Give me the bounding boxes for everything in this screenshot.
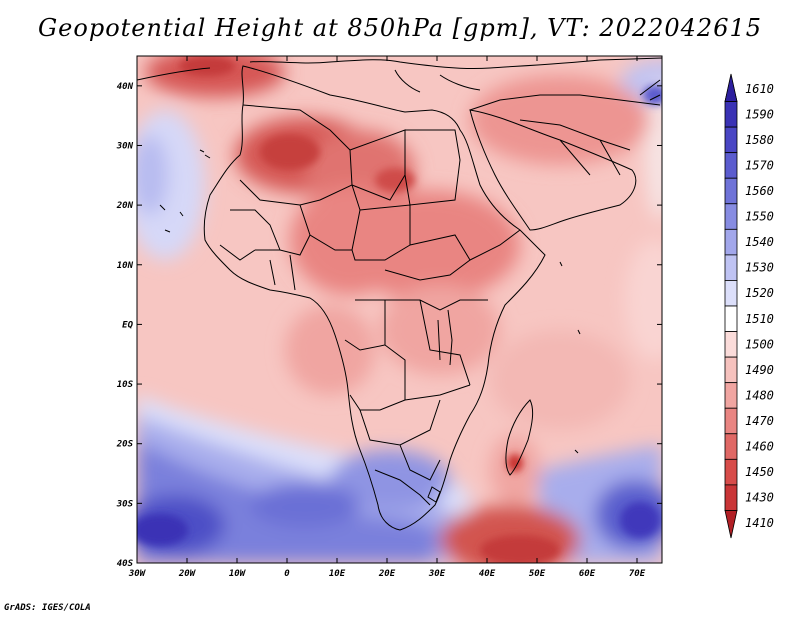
longitude-axis: 30W 20W 10W 0 10E 20E 30E 40E 50E 60E 70E <box>128 56 646 579</box>
colorbar-swatch <box>724 484 738 511</box>
credit-text: GrADS: IGES/COLA <box>4 603 91 613</box>
lon-tick-label: 50E <box>529 569 546 579</box>
colorbar-label: 1490 <box>745 363 774 377</box>
colorbar-label: 1570 <box>745 158 774 172</box>
colorbar: 1610 1590 1580 1570 1560 1550 1540 1530 1520 1510… <box>724 73 774 539</box>
colorbar-label: 1530 <box>745 261 774 275</box>
lon-tick-label: 60E <box>579 569 596 579</box>
colorbar-swatch <box>724 126 738 154</box>
lat-tick-label: 20S <box>116 440 134 450</box>
colorbar-swatch <box>724 407 738 435</box>
lon-tick-label: 70E <box>629 569 646 579</box>
colorbar-label: 1550 <box>745 210 774 224</box>
colorbar-swatch <box>724 203 738 230</box>
lon-tick-label: 30E <box>428 569 446 579</box>
lat-tick-label: 30N <box>116 141 134 151</box>
colorbar-swatch <box>724 152 738 179</box>
colorbar-label: 1430 <box>745 491 774 505</box>
colorbar-swatch <box>724 280 738 307</box>
lat-tick-label: 20N <box>116 201 134 211</box>
colorbar-swatch <box>724 331 738 358</box>
map-title: Geopotential Height at 850hPa [gpm], VT:… <box>38 14 762 42</box>
colorbar-swatch <box>724 228 738 256</box>
map-frame <box>136 55 663 564</box>
colorbar-swatch <box>724 73 738 102</box>
colorbar-label: 1460 <box>745 440 774 454</box>
lon-tick-label: 10E <box>329 569 346 579</box>
lat-tick-label: EQ <box>122 320 133 330</box>
colorbar-swatch <box>724 254 738 281</box>
colorbar-swatch <box>724 458 738 486</box>
colorbar-swatch <box>724 382 738 409</box>
colorbar-label: 1410 <box>745 516 774 530</box>
colorbar-label: 1610 <box>745 82 774 96</box>
lat-tick-label: 10N <box>117 261 134 271</box>
colorbar-label: 1450 <box>745 465 774 479</box>
lon-tick-label: 40E <box>479 569 496 579</box>
colorbar-label: 1510 <box>745 312 774 326</box>
lon-tick-label: 20E <box>378 569 396 579</box>
height-field <box>137 56 662 563</box>
colorbar-bottom-arrow <box>724 510 738 539</box>
colorbar-label: 1480 <box>745 388 774 402</box>
colorbar-label: 1580 <box>745 133 774 147</box>
lat-tick-label: 10S <box>117 380 134 390</box>
colorbar-label: 1470 <box>745 414 774 428</box>
lat-tick-label: 40S <box>117 559 134 569</box>
lon-tick-label: 0 <box>284 569 290 579</box>
colorbar-label: 1520 <box>745 286 774 300</box>
latitude-axis: 40N 30N 20N 10N EQ 10S 20S 30S 40S <box>116 82 662 569</box>
colorbar-label: 1590 <box>745 107 774 121</box>
coastlines <box>137 57 662 531</box>
colorbar-label: 1540 <box>745 235 774 249</box>
colorbar-swatch <box>724 356 738 384</box>
lon-tick-label: 10W <box>229 569 247 579</box>
lon-tick-label: 20W <box>178 569 197 579</box>
colorbar-label: 1560 <box>745 184 774 198</box>
colorbar-swatch <box>724 433 738 460</box>
lon-tick-label: 30W <box>128 569 147 579</box>
colorbar-swatch <box>724 101 738 128</box>
colorbar-swatch <box>724 177 738 205</box>
colorbar-label: 1500 <box>745 337 774 351</box>
lat-tick-label: 40N <box>117 82 134 92</box>
lat-tick-label: 30S <box>116 499 134 509</box>
colorbar-swatch <box>724 305 738 332</box>
